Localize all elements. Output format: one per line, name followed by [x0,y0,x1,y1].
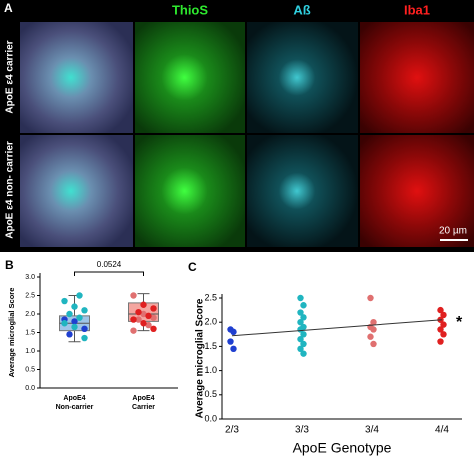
data-point [81,325,88,332]
y-tick-label: 1.5 [25,329,35,336]
y-tick-label: 0.0 [25,385,35,392]
significance-marker: * [456,314,463,331]
x-tick-label: Carrier [132,404,155,411]
data-point [76,314,83,321]
data-point [297,335,304,343]
y-tick-label: 0.0 [204,413,217,423]
column-header: ThioS [172,2,208,17]
y-tick-label: 1.5 [204,341,217,351]
data-point [81,307,88,314]
data-point [145,321,152,329]
x-tick-label: Non-carrier [56,404,94,411]
y-tick-label: 0.5 [25,366,35,373]
y-tick-label: 1.0 [204,365,217,375]
data-point [367,294,374,302]
scale-bar-label: 20 µm [439,226,467,237]
y-tick-label: 1.0 [25,348,35,355]
data-point [300,302,307,309]
data-point [297,319,304,326]
data-point [135,316,142,323]
data-point [135,308,142,316]
data-point [440,321,447,328]
data-point [437,326,444,333]
column-header: Iba1 [404,2,430,17]
x-tick-label: 3/3 [295,425,309,436]
x-tick-label: 2/3 [225,425,239,436]
p-value: 0.0524 [97,260,122,269]
x-tick-label: ApoE4 [132,395,154,402]
data-point [61,297,68,305]
data-point [437,306,444,314]
data-point [130,292,137,299]
column-header: Aß [293,2,310,17]
trend-line [231,319,443,337]
image-abeta [247,135,358,247]
data-point [71,323,78,331]
data-point [370,340,377,348]
data-point [150,314,157,321]
image-abeta [247,22,358,133]
data-point [300,314,307,321]
row-label: ApoE ε4 carrier [5,40,16,113]
y-tick-label: 0.5 [204,389,217,399]
panel-label: B [5,258,14,272]
data-point [300,340,307,348]
data-point [370,319,377,326]
image-iba1 [360,22,474,133]
y-axis-label: Average microglial Score [7,288,16,378]
data-point [227,338,234,345]
image-iba1 [360,135,474,247]
data-point [61,320,68,327]
y-axis-label: Average microglial Score [195,298,206,418]
data-point [66,331,73,338]
data-point [81,334,88,342]
y-tick-label: 2.5 [25,292,35,299]
panel-label: A [4,1,13,15]
y-tick-label: 3.0 [25,274,35,281]
data-point [300,350,307,357]
image-thios [135,22,245,133]
data-point [440,331,447,338]
data-point [230,345,237,353]
data-point [71,303,78,310]
data-point [150,325,157,332]
data-point [145,312,152,320]
x-tick-label: 3/4 [365,425,379,436]
data-point [230,328,237,336]
data-point [140,310,147,318]
y-tick-label: 2.0 [204,317,217,327]
data-point [437,338,444,345]
data-point [130,327,137,334]
x-tick-label: ApoE4 [63,395,85,402]
data-point [297,309,304,316]
data-point [140,301,147,308]
data-point [140,320,147,327]
data-point [300,331,307,338]
data-point [367,333,374,340]
data-point [76,292,83,299]
image-merge [20,135,133,247]
x-axis-label: ApoE Genotype [293,440,392,456]
data-point [130,316,137,323]
data-point [440,311,447,319]
data-point [297,345,304,353]
panel-label: C [188,260,197,274]
data-point [150,305,157,312]
significance-bracket [74,271,144,276]
data-point [370,326,377,333]
x-tick-label: 4/4 [435,425,449,436]
data-point [71,318,78,325]
row-label: ApoE ε4 non- carrier [5,141,16,239]
image-thios [135,135,245,247]
y-tick-label: 2.0 [25,311,35,318]
image-merge [20,22,133,133]
data-point [297,294,304,302]
data-point [66,310,73,318]
y-tick-label: 2.5 [204,292,217,302]
